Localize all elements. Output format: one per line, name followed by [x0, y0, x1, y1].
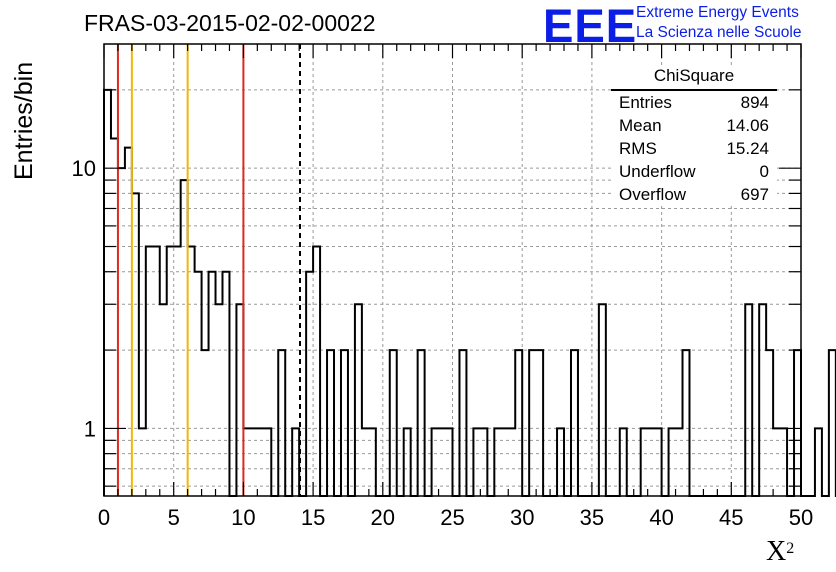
- x-tick-label: 15: [301, 505, 325, 530]
- logo-line-1: Extreme Energy Events: [636, 4, 799, 21]
- stats-row: RMS 15.24: [611, 137, 777, 160]
- stats-value: 15.24: [726, 139, 769, 158]
- stats-value: 697: [740, 185, 769, 204]
- stats-label: RMS: [619, 139, 657, 158]
- stats-value: 894: [740, 93, 769, 112]
- x-axis-label: X2: [766, 536, 794, 568]
- x-tick-label: 50: [789, 505, 813, 530]
- stats-row: Underflow 0: [611, 160, 777, 183]
- stats-box: ChiSquare Entries 894 Mean 14.06 RMS 15.24 Und…: [611, 66, 777, 206]
- x-tick-label: 10: [231, 505, 255, 530]
- stats-label: Entries: [619, 93, 672, 112]
- x-tick-label: 0: [98, 505, 110, 530]
- x-axis-label-superscript: 2: [786, 540, 795, 557]
- x-tick-label: 30: [510, 505, 534, 530]
- y-tick-label: 10: [72, 156, 96, 181]
- x-tick-label: 45: [719, 505, 743, 530]
- stats-value: 0: [759, 162, 769, 181]
- x-tick-label: 40: [649, 505, 673, 530]
- logo-line-2: La Scienza nelle Scuole: [636, 24, 802, 41]
- x-tick-label: 25: [440, 505, 464, 530]
- stats-label: Underflow: [619, 162, 696, 181]
- y-tick-label: 1: [84, 416, 96, 441]
- stats-row: Overflow 697: [611, 183, 777, 206]
- y-axis-label: Entries/bin: [10, 61, 38, 180]
- stats-value: 14.06: [726, 116, 769, 135]
- x-tick-label: 35: [580, 505, 604, 530]
- stats-label: Mean: [619, 116, 662, 135]
- chart-title: FRAS-03-2015-02-02-00022: [84, 10, 376, 36]
- stats-row: Entries 894: [611, 91, 777, 114]
- x-axis-label-text: X: [766, 536, 787, 567]
- stats-label: Overflow: [619, 185, 687, 204]
- eee-logo: EEE: [543, 0, 638, 52]
- x-tick-label: 20: [371, 505, 395, 530]
- stats-row: Mean 14.06: [611, 114, 777, 137]
- stats-title: ChiSquare: [611, 66, 777, 91]
- x-tick-label: 5: [168, 505, 180, 530]
